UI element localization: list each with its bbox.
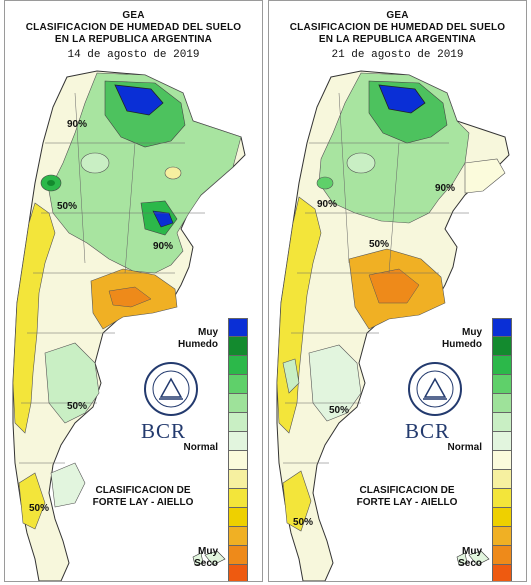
scale-swatch — [492, 508, 512, 527]
panel-title-line3: EN LA REPUBLICA ARGENTINA — [54, 34, 213, 45]
dry-west-band — [12, 202, 56, 434]
color-scale — [492, 318, 512, 581]
contour-label: 50% — [67, 401, 87, 412]
classification-credit: CLASIFICACION DE FORTE LAY - AIELLO — [91, 485, 195, 509]
scale-swatch — [228, 432, 248, 451]
scale-swatch — [228, 451, 248, 470]
bcr-logo-text: BCR — [141, 419, 187, 443]
scale-swatch — [492, 356, 512, 375]
scale-swatch — [228, 546, 248, 565]
legend-wet-line1: Muy — [198, 327, 218, 338]
contour-label: 50% — [329, 405, 349, 416]
scale-swatch — [492, 470, 512, 489]
legend-dry-line2: Seco — [458, 558, 482, 569]
bcr-seal-logo — [144, 362, 198, 416]
legend-wet-label: Muy Humedo — [442, 327, 482, 351]
bcr-seal-logo — [408, 362, 462, 416]
panel-title-line2: CLASIFICACION DE HUMEDAD DEL SUELO — [289, 22, 506, 33]
scale-swatch — [228, 565, 248, 581]
legend-dry-line1: Muy — [462, 546, 482, 557]
scale-swatch — [492, 413, 512, 432]
scale-swatch — [228, 413, 248, 432]
legend-normal-label: Normal — [183, 442, 218, 453]
panel-title-line3: EN LA REPUBLICA ARGENTINA — [318, 34, 477, 45]
scale-swatch — [228, 394, 248, 413]
scale-swatch — [228, 470, 248, 489]
argentina-moisture-map: 90% 50% 90% 50% 50% — [12, 70, 246, 581]
credit-line2: FORTE LAY - AIELLO — [356, 497, 458, 508]
contour-label: 50% — [293, 517, 313, 528]
map-panel-aug21: GEA CLASIFICACION DE HUMEDAD DEL SUELO E… — [268, 0, 527, 582]
scale-swatch — [228, 508, 248, 527]
contour-label: 90% — [153, 241, 173, 252]
scale-swatch — [492, 527, 512, 546]
legend-dry-line1: Muy — [198, 546, 218, 557]
argentina-moisture-map: 90% 90% 50% 50% 50% — [276, 70, 510, 581]
legend-dry-label: Muy Seco — [194, 546, 218, 570]
panel-title-line2: CLASIFICACION DE HUMEDAD DEL SUELO — [25, 22, 242, 33]
legend-normal-label: Normal — [447, 442, 482, 453]
scale-swatch — [492, 432, 512, 451]
contour-label: 50% — [57, 201, 77, 212]
bcr-logo-text: BCR — [405, 419, 451, 443]
scale-swatch — [228, 356, 248, 375]
scale-swatch — [492, 375, 512, 394]
credit-line1: CLASIFICACION DE — [95, 485, 191, 496]
panel-date: 21 de agosto de 2019 — [331, 49, 464, 61]
contour-label: 50% — [369, 239, 389, 250]
legend-wet-line1: Muy — [462, 327, 482, 338]
scale-swatch — [492, 565, 512, 581]
map-panel-aug14: GEA CLASIFICACION DE HUMEDAD DEL SUELO E… — [4, 0, 263, 582]
scale-swatch — [228, 489, 248, 508]
scale-swatch — [492, 318, 512, 337]
contour-label: 90% — [317, 199, 337, 210]
scale-swatch — [492, 489, 512, 508]
panel-title-line1: GEA — [122, 10, 145, 21]
scale-swatch — [228, 318, 248, 337]
classification-credit: CLASIFICACION DE FORTE LAY - AIELLO — [355, 485, 459, 509]
contour-label: 90% — [435, 183, 455, 194]
contour-label: 50% — [29, 503, 49, 514]
color-scale — [228, 318, 248, 581]
contour-label: 90% — [67, 119, 87, 130]
scale-swatch — [492, 546, 512, 565]
scale-swatch — [228, 527, 248, 546]
scale-swatch — [228, 375, 248, 394]
legend-wet-line2: Humedo — [178, 339, 218, 350]
panel-date: 14 de agosto de 2019 — [67, 49, 200, 61]
scale-swatch — [228, 337, 248, 356]
scale-swatch — [492, 394, 512, 413]
panel-title-line1: GEA — [386, 10, 409, 21]
legend-wet-label: Muy Humedo — [178, 327, 218, 351]
credit-line2: FORTE LAY - AIELLO — [92, 497, 194, 508]
credit-line1: CLASIFICACION DE — [359, 485, 455, 496]
legend-dry-line2: Seco — [194, 558, 218, 569]
scale-swatch — [492, 337, 512, 356]
scale-swatch — [492, 451, 512, 470]
legend-wet-line2: Humedo — [442, 339, 482, 350]
legend-dry-label: Muy Seco — [458, 546, 482, 570]
